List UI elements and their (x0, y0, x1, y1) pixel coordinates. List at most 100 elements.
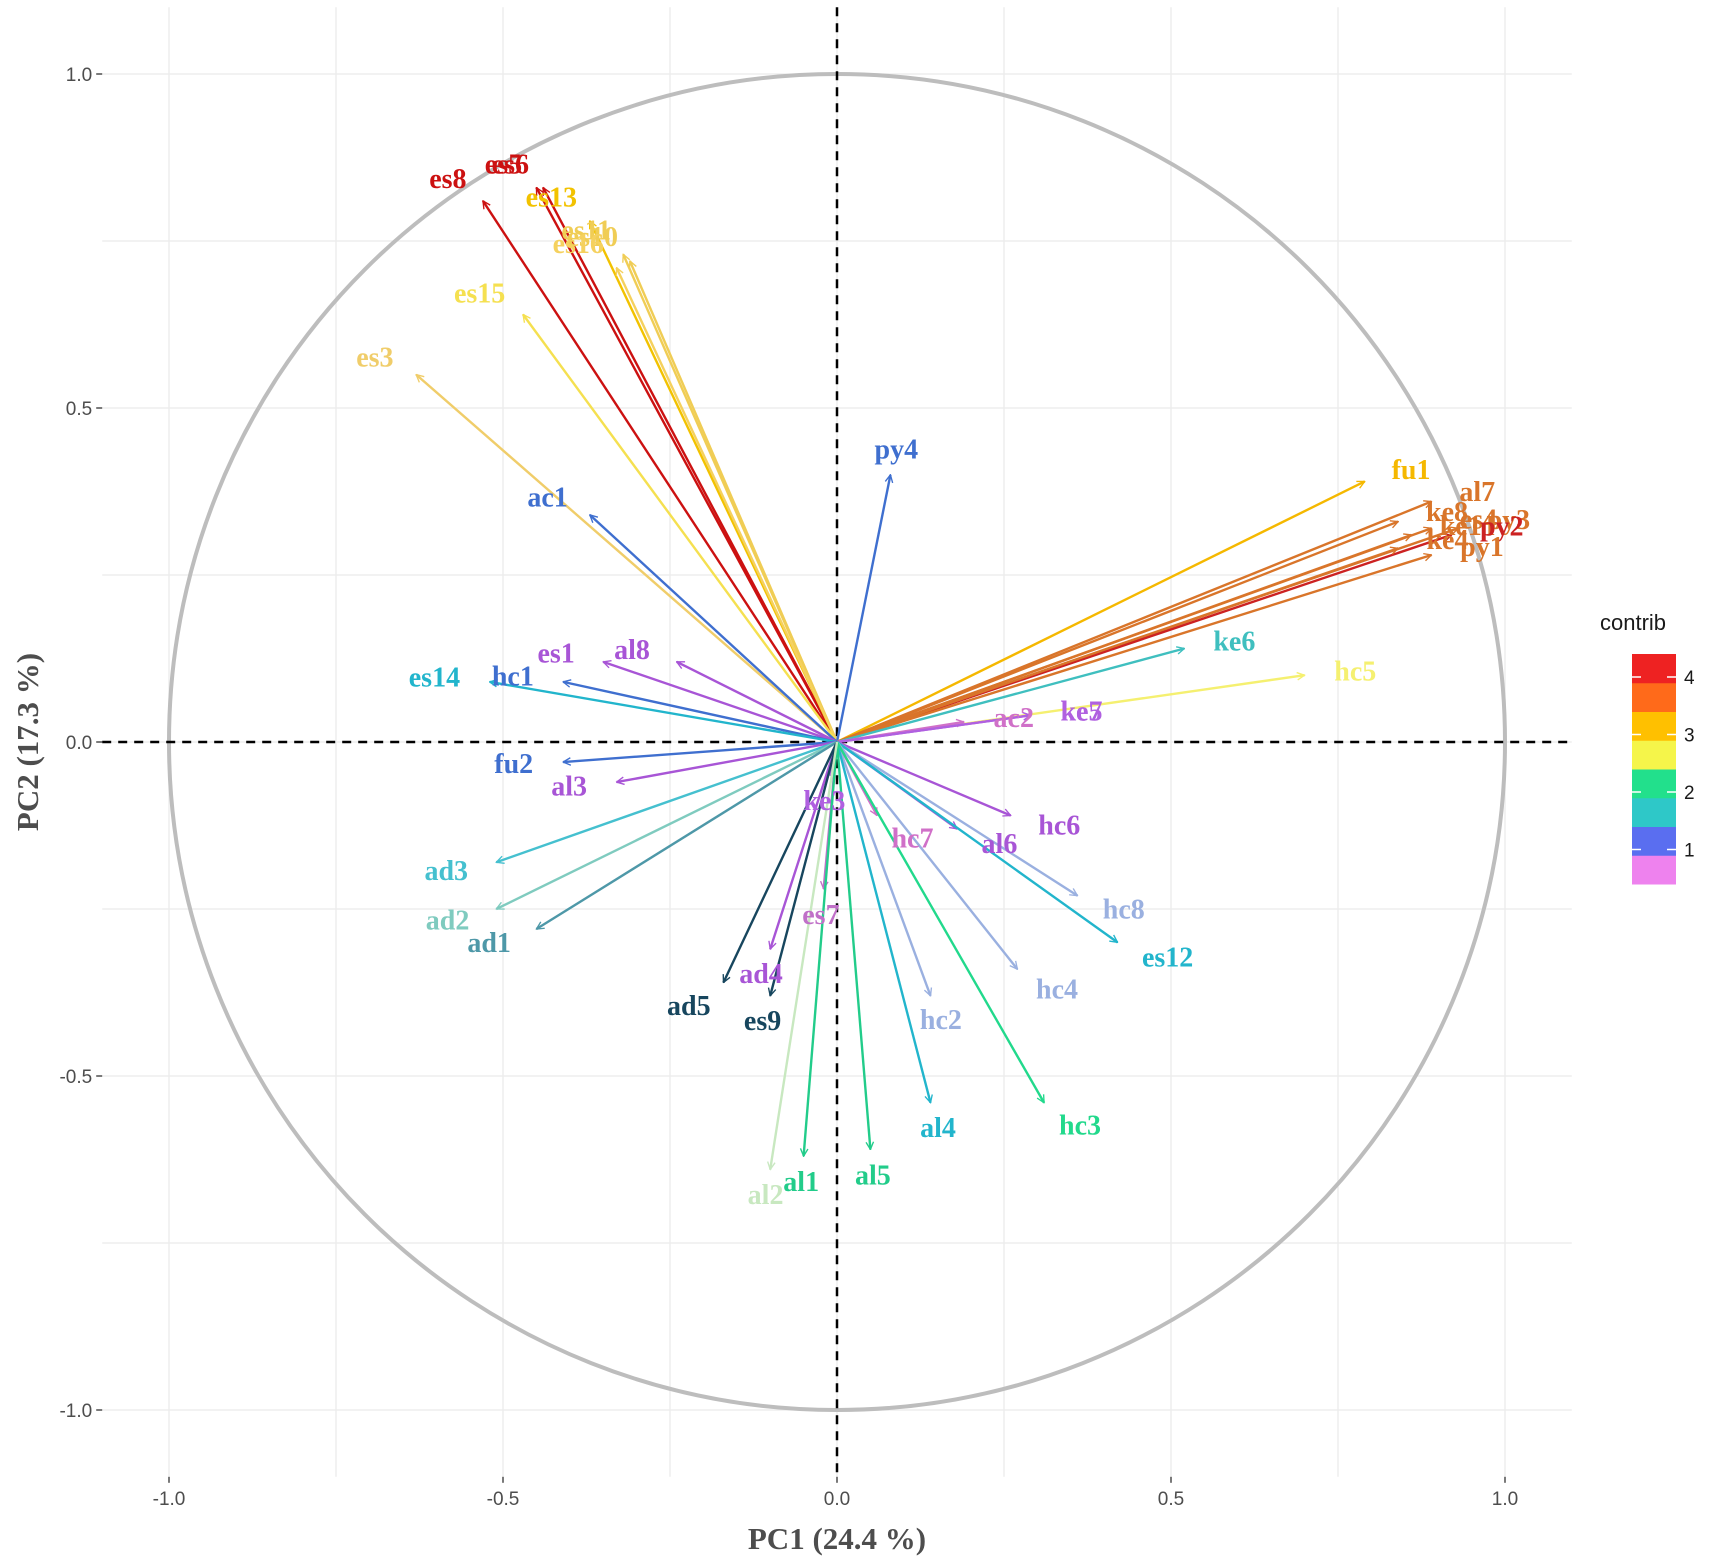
label-hc4: hc4 (1036, 974, 1078, 1005)
label-ke7: ke7 (1060, 697, 1102, 728)
arrow-py1 (836, 555, 1432, 744)
arrow-es15 (522, 314, 838, 743)
x-tick-label: 0.0 (824, 1489, 850, 1510)
arrow-es8 (481, 201, 839, 743)
label-hc1: hc1 (492, 661, 534, 692)
label-ke3: ke3 (803, 786, 845, 817)
label-hc3: hc3 (1059, 1110, 1101, 1141)
x-tick-label: -1.0 (153, 1489, 186, 1510)
label-ke1: ke1 (1440, 511, 1482, 542)
label-ke6: ke6 (1213, 627, 1255, 658)
label-py1: py1 (1460, 532, 1504, 563)
arrow-fu2 (563, 740, 838, 762)
label-ke5: ke5 (1060, 697, 1102, 728)
arrow-ke4 (836, 548, 1398, 744)
arrow-es14 (490, 682, 838, 744)
x-tick-label: 1.0 (1492, 1489, 1518, 1510)
label-es12: es12 (1142, 943, 1193, 974)
y-tick-label: -1.0 (59, 1401, 92, 1422)
legend-ticks: 1 2 3 4 (1632, 668, 1695, 862)
label-hc2: hc2 (920, 1005, 962, 1036)
arrow-ke5 (836, 715, 1031, 744)
label-py3: py3 (1487, 505, 1531, 536)
arrow-es10 (630, 261, 839, 743)
label-ac2: ac2 (994, 703, 1034, 734)
label-ad3: ad3 (424, 856, 468, 887)
label-ad4: ad4 (739, 959, 783, 990)
arrow-al8 (677, 660, 838, 744)
arrow-hc1 (563, 682, 838, 744)
label-al4: al4 (920, 1113, 956, 1144)
label-al2: al2 (748, 1180, 784, 1211)
label-ac1: ac1 (527, 482, 567, 513)
arrow-hc4 (836, 741, 1019, 969)
contrib-legend: contrib 1 2 3 4 (1600, 610, 1695, 885)
legend-color-step (1632, 769, 1676, 799)
arrow-hc3 (835, 741, 1046, 1103)
legend-color-step (1632, 826, 1676, 856)
label-es11: es11 (561, 216, 611, 247)
arrow-es3 (416, 375, 838, 743)
y-tick-label: -0.5 (59, 1067, 92, 1088)
arrow-al1 (804, 741, 839, 1156)
label-es3: es3 (356, 343, 393, 374)
arrow-al4 (835, 741, 931, 1103)
label-al1: al1 (783, 1167, 819, 1198)
label-es4: es4 (1460, 504, 1497, 535)
x-tick-label: -0.5 (487, 1489, 520, 1510)
legend-color-step (1632, 797, 1676, 827)
arrow-ad1 (536, 740, 838, 931)
label-hc6: hc6 (1038, 811, 1080, 842)
arrow-ad2 (496, 740, 838, 911)
arrow-ke8 (836, 522, 1398, 744)
arrow-hc2 (835, 741, 931, 996)
arrow-es9 (770, 741, 839, 996)
arrow-ke6 (836, 648, 1184, 744)
arrow-al5 (835, 741, 870, 1149)
arrow-es6 (542, 188, 839, 743)
label-py2: py2 (1480, 512, 1524, 543)
arrow-ad5 (722, 741, 839, 982)
legend-tick-label: 1 (1684, 841, 1695, 862)
y-tick-label: 0.5 (66, 399, 92, 420)
label-al5: al5 (855, 1160, 891, 1191)
arrow-es1 (603, 662, 838, 744)
x-tick-label: 0.5 (1158, 1489, 1184, 1510)
variable-arrows (416, 188, 1458, 1170)
label-ke8: ke8 (1426, 497, 1468, 528)
label-al6: al6 (982, 829, 1018, 860)
arrow-es12 (836, 741, 1118, 944)
legend-tick-label: 3 (1684, 726, 1695, 747)
label-es16: es16 (553, 229, 604, 260)
legend-color-step (1632, 654, 1676, 684)
x-axis: -1.0 -0.5 0.0 0.5 1.0 (153, 1476, 1518, 1510)
label-py4: py4 (875, 434, 919, 465)
label-es5: es5 (485, 150, 522, 181)
label-hc7: hc7 (891, 823, 933, 854)
legend-color-step (1632, 855, 1676, 885)
y-tick-label: 0.0 (66, 733, 92, 754)
arrow-py4 (835, 475, 890, 743)
label-al3: al3 (551, 772, 587, 803)
arrow-al3 (617, 740, 838, 782)
legend-color-step (1632, 740, 1676, 770)
label-es10: es10 (567, 222, 618, 253)
label-ke4: ke4 (1426, 525, 1468, 556)
arrow-ad4 (770, 741, 839, 949)
legend-title: contrib (1600, 610, 1666, 635)
y-axis-title: PC2 (17.3 %) (10, 653, 45, 831)
label-hc5: hc5 (1334, 657, 1376, 688)
label-al7: al7 (1459, 477, 1495, 508)
label-es9: es9 (744, 1006, 781, 1037)
label-es14: es14 (409, 662, 460, 693)
label-es1: es1 (537, 638, 574, 669)
label-ad5: ad5 (667, 991, 711, 1022)
label-hc8: hc8 (1103, 895, 1145, 926)
label-es6: es6 (492, 150, 529, 181)
label-fu1: fu1 (1392, 455, 1431, 486)
label-ad1: ad1 (467, 928, 511, 959)
label-al8: al8 (614, 635, 650, 666)
y-axis: -1.0 -0.5 0.0 0.5 1.0 (59, 65, 103, 1422)
